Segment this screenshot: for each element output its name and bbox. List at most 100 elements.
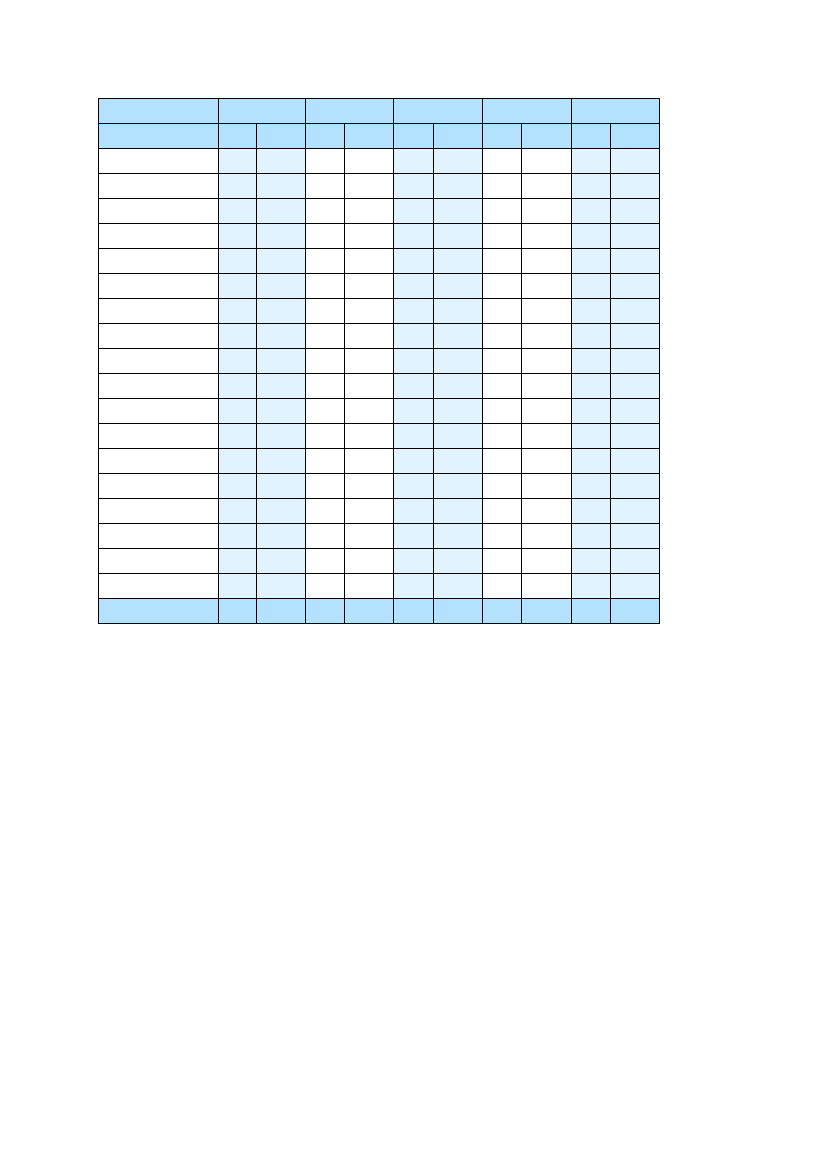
- table-cell: [305, 423, 345, 449]
- table-cell: [305, 198, 345, 224]
- table-cell: [256, 473, 306, 499]
- table-cell: [305, 373, 345, 399]
- table-cell: [482, 448, 522, 474]
- table-cell: [610, 173, 660, 199]
- table-cell: [433, 573, 483, 599]
- table-cell: [393, 198, 434, 224]
- table-row: [98, 248, 660, 274]
- table-row: [98, 323, 660, 349]
- table-cell: [256, 248, 306, 274]
- table-cell: [433, 198, 483, 224]
- table-cell: [610, 298, 660, 324]
- table-cell: [433, 473, 483, 499]
- table-cell: [305, 273, 345, 299]
- table-cell: [571, 248, 611, 274]
- table-cell: [521, 223, 572, 249]
- table-cell: [218, 173, 257, 199]
- table-cell: [482, 273, 522, 299]
- table-cell: [433, 248, 483, 274]
- table-cell: [521, 573, 572, 599]
- table-row: [98, 148, 660, 174]
- table-cell: [305, 448, 345, 474]
- table-cell: [256, 323, 306, 349]
- table-cell: [433, 523, 483, 549]
- table-cell: [393, 498, 434, 524]
- table-cell: [610, 323, 660, 349]
- table-cell: [393, 173, 434, 199]
- table-cell: [218, 148, 257, 174]
- table-cell: [344, 173, 394, 199]
- table-cell: [482, 473, 522, 499]
- table-cell: [344, 273, 394, 299]
- table-cell: [482, 573, 522, 599]
- table-cell: [344, 573, 394, 599]
- table-cell: [521, 523, 572, 549]
- table-cell: [218, 573, 257, 599]
- row-label-cell: [98, 248, 219, 274]
- table-cell: [482, 173, 522, 199]
- table-cell: [610, 498, 660, 524]
- table-cell: [433, 448, 483, 474]
- table-cell: [256, 498, 306, 524]
- table-cell: [610, 573, 660, 599]
- table-cell: [482, 498, 522, 524]
- table-cell: [256, 573, 306, 599]
- table-cell: [521, 473, 572, 499]
- table-cell: [433, 373, 483, 399]
- table-cell: [256, 423, 306, 449]
- subheader-cell: [521, 123, 572, 149]
- table-cell: [344, 498, 394, 524]
- table-cell: [344, 198, 394, 224]
- table-cell: [218, 248, 257, 274]
- table-cell: [344, 398, 394, 424]
- table-cell: [256, 373, 306, 399]
- table-cell: [256, 148, 306, 174]
- table-cell: [305, 248, 345, 274]
- header-cell: [98, 98, 219, 124]
- table-cell: [571, 173, 611, 199]
- table-cell: [344, 223, 394, 249]
- table-cell: [218, 548, 257, 574]
- group-header-cell: [482, 98, 572, 124]
- table-cell: [393, 223, 434, 249]
- footer-cell: [571, 598, 611, 624]
- table-cell: [433, 173, 483, 199]
- table-cell: [305, 348, 345, 374]
- table-row: [98, 223, 660, 249]
- table-row: [98, 173, 660, 199]
- table-cell: [571, 373, 611, 399]
- table-cell: [521, 548, 572, 574]
- table-cell: [521, 448, 572, 474]
- table-cell: [610, 248, 660, 274]
- footer-cell: [218, 598, 257, 624]
- table-cell: [305, 498, 345, 524]
- table-cell: [433, 398, 483, 424]
- subheader-cell: [610, 123, 660, 149]
- row-label-cell: [98, 473, 219, 499]
- group-header-cell: [218, 98, 306, 124]
- subheader-cell: [256, 123, 306, 149]
- table-cell: [218, 473, 257, 499]
- table-row: [98, 423, 660, 449]
- footer-cell: [521, 598, 572, 624]
- subheader-cell: [433, 123, 483, 149]
- subheader-cell: [98, 123, 219, 149]
- group-header-cell: [393, 98, 483, 124]
- table-cell: [433, 273, 483, 299]
- footer-cell: [393, 598, 434, 624]
- table-row: [98, 273, 660, 299]
- table-cell: [521, 173, 572, 199]
- table-cell: [393, 398, 434, 424]
- table-cell: [433, 148, 483, 174]
- row-label-cell: [98, 323, 219, 349]
- row-label-cell: [98, 298, 219, 324]
- table-cell: [571, 148, 611, 174]
- table-cell: [571, 298, 611, 324]
- row-label-cell: [98, 148, 219, 174]
- table-cell: [305, 223, 345, 249]
- footer-cell: [482, 598, 522, 624]
- table-row: [98, 548, 660, 574]
- row-label-cell: [98, 548, 219, 574]
- subheader-cell: [305, 123, 345, 149]
- table-cell: [218, 498, 257, 524]
